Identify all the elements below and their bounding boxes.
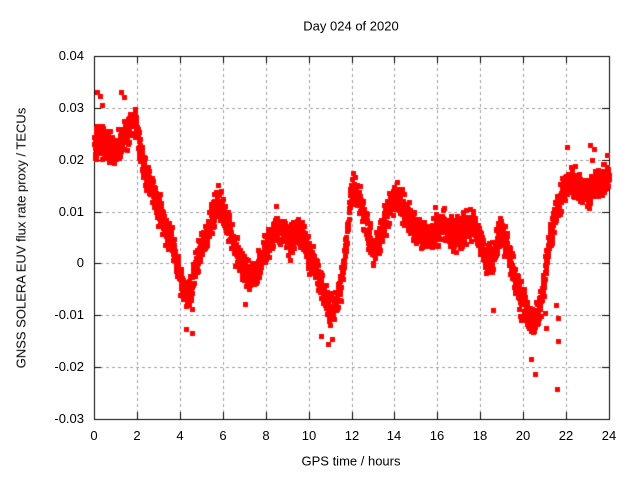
y-tick-label: 0.02 [58,152,84,167]
y-tick-label: -0.02 [54,359,84,374]
x-tick-label: 20 [515,428,531,443]
x-tick-label: 10 [301,428,317,443]
y-axis-label: GNSS SOLERA EUV flux rate proxy / TECUs [13,107,29,369]
y-tick-label: 0 [76,255,84,270]
x-tick-label: 14 [386,428,402,443]
x-tick-label: 6 [219,428,227,443]
x-tick-label: 22 [558,428,574,443]
chart-title: Day 024 of 2020 [303,18,399,34]
x-tick-label: 2 [133,428,141,443]
x-tick-label: 18 [472,428,488,443]
x-tick-label: 12 [344,428,360,443]
x-tick-label: 16 [429,428,445,443]
y-tick-label: 0.01 [58,204,84,219]
y-tick-label: 0.04 [58,48,84,63]
y-tick-label: -0.01 [54,307,84,322]
x-tick-label: 4 [176,428,184,443]
x-tick-label: 24 [601,428,617,443]
x-axis-label: GPS time / hours [301,453,401,469]
y-tick-label: 0.03 [58,100,84,115]
x-tick-label: 0 [90,428,98,443]
y-tick-label: -0.03 [54,411,84,426]
x-tick-label: 8 [262,428,270,443]
